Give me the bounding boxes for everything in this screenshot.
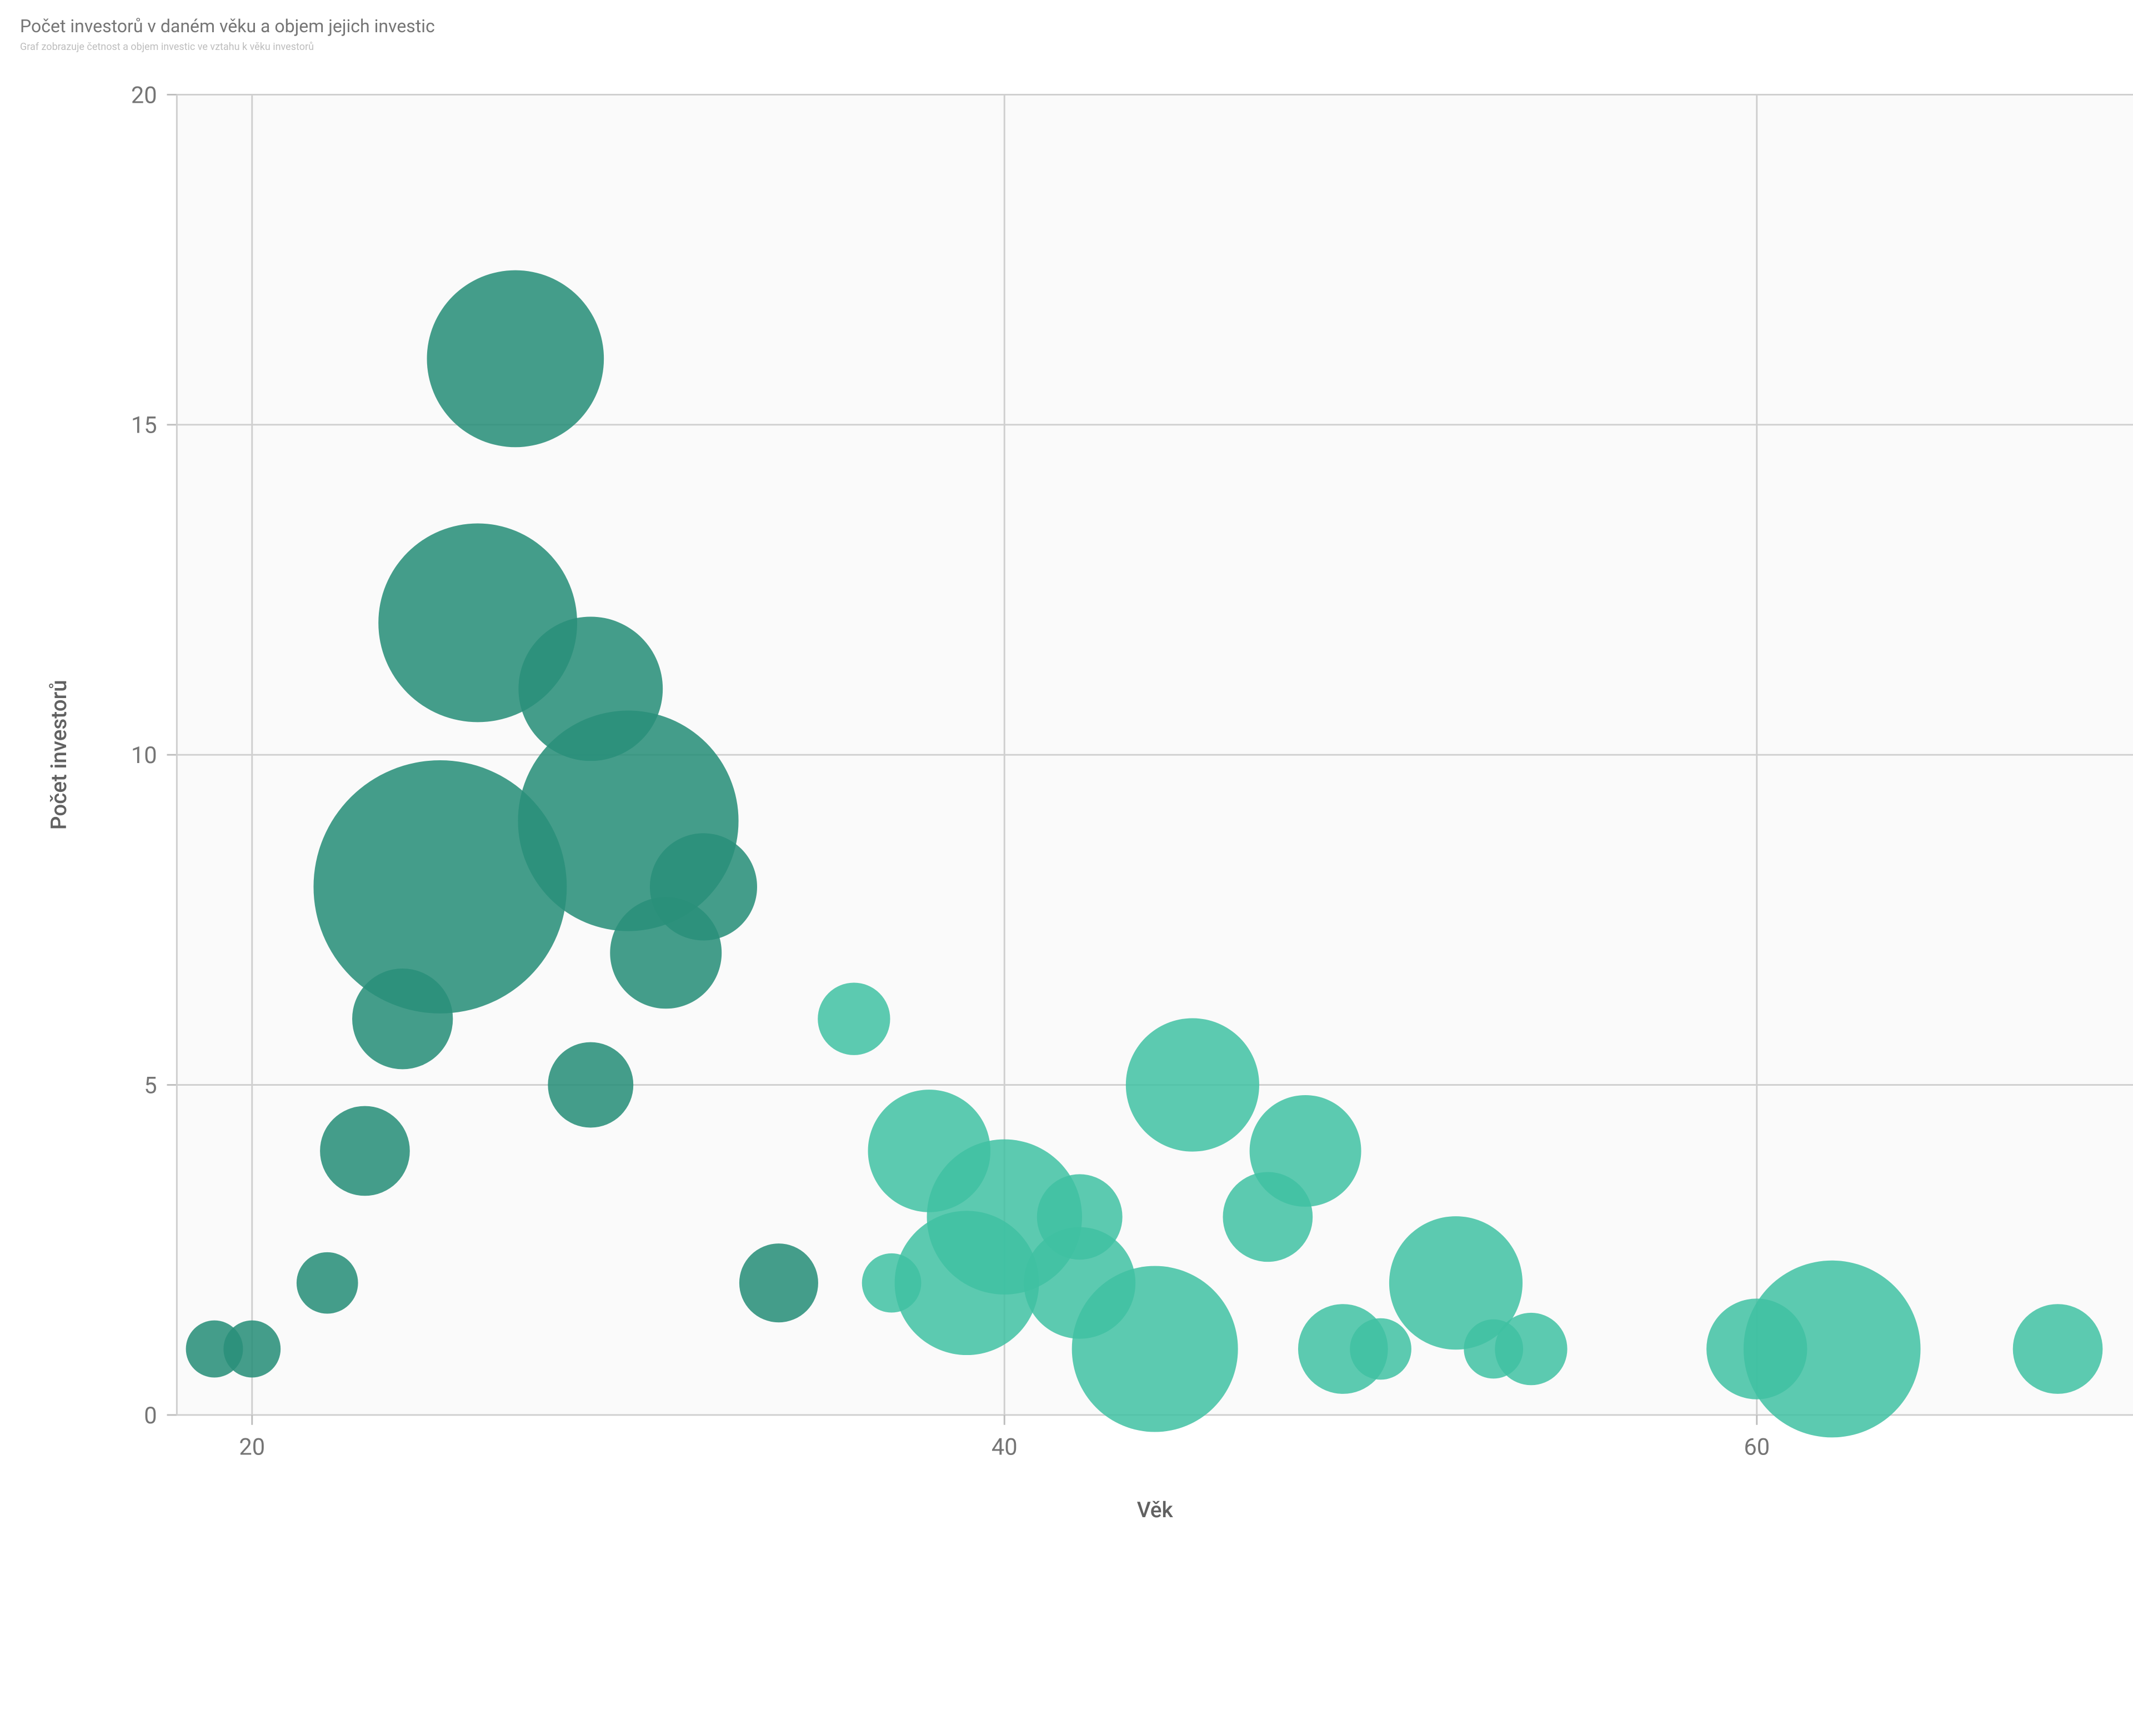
y-axis-label: Počet investorů [47, 680, 72, 830]
bubble-point[interactable] [1250, 1095, 1361, 1207]
tick-label-y: 5 [144, 1072, 157, 1099]
bubble-point[interactable] [297, 1252, 358, 1314]
bubble-point[interactable] [223, 1321, 281, 1378]
chart-title: Počet investorů v daném věku a objem jej… [20, 16, 2133, 37]
chart-container: Počet investorů v daném věku a objem jej… [0, 0, 2133, 1736]
bubble-point[interactable] [650, 833, 757, 940]
bubble-point[interactable] [548, 1042, 633, 1128]
bubble-point[interactable] [1495, 1313, 1567, 1385]
tick-label-y: 20 [131, 82, 157, 109]
bubble-point[interactable] [2013, 1304, 2103, 1394]
bubble-point[interactable] [739, 1243, 818, 1322]
bubble-point[interactable] [1744, 1261, 1921, 1438]
tick-label-x: 20 [239, 1433, 265, 1461]
bubble-point[interactable] [1072, 1266, 1238, 1432]
bubble-point[interactable] [1126, 1018, 1259, 1151]
tick-label-y: 0 [144, 1402, 157, 1429]
chart-plot-area: 0 5 10 15 20 20 40 60 Věk Počet investorů [20, 62, 2133, 1725]
tick-label-y: 15 [131, 412, 157, 439]
tick-label-x: 60 [1744, 1433, 1770, 1461]
x-axis-label: Věk [1137, 1498, 1174, 1523]
chart-subtitle: Graf zobrazuje četnost a objem investic … [20, 41, 2133, 53]
tick-label-x: 40 [992, 1433, 1018, 1461]
bubble-point[interactable] [427, 270, 604, 448]
bubble-chart-svg: 0 5 10 15 20 20 40 60 Věk Počet investorů [20, 62, 2133, 1725]
bubble-point[interactable] [320, 1106, 410, 1196]
bubble-point[interactable] [1350, 1318, 1411, 1380]
tick-label-y: 10 [131, 742, 157, 769]
bubble-point[interactable] [818, 983, 890, 1055]
